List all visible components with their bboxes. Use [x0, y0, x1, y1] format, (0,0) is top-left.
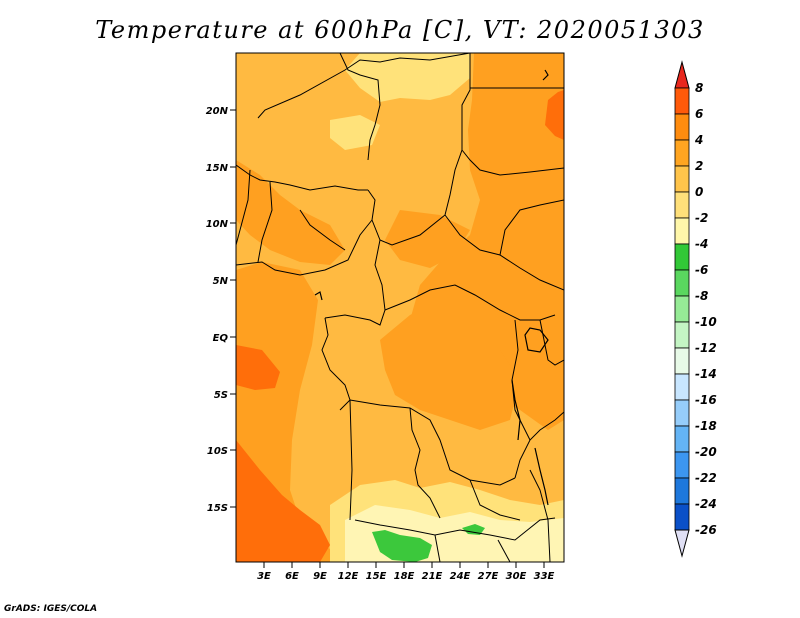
colorbar-swatch [674, 399, 690, 427]
lon-label: 27E [478, 571, 499, 582]
colorbar-swatch [674, 477, 690, 505]
lat-label: 10S [207, 446, 228, 457]
colorbar-swatch [674, 295, 690, 323]
field-hot-ne [545, 90, 564, 140]
colorbar-label: -2 [695, 211, 708, 225]
colorbar-label: -20 [695, 445, 717, 459]
colorbar-label: 4 [694, 133, 703, 147]
lon-label: 12E [338, 571, 359, 582]
temperature-field [236, 53, 564, 562]
colorbar-label: -22 [695, 471, 717, 485]
page-title: Temperature at 600hPa [C], VT: 202005130… [95, 16, 705, 44]
colorbar-label: -18 [695, 419, 717, 433]
axis-ticks [230, 109, 545, 568]
field-cool-north [345, 53, 470, 102]
colorbar-label: -16 [695, 393, 717, 407]
colorbar-swatch [674, 373, 690, 401]
field-green-zambia [462, 524, 485, 535]
colorbar-swatch [674, 321, 690, 349]
colorbar-label: -24 [695, 497, 717, 511]
lon-label: 21E [422, 571, 443, 582]
colorbar-swatch [674, 191, 690, 219]
colorbar-swatch [674, 165, 690, 193]
field-hot-sw [236, 440, 330, 562]
colorbar-bottom-arrow [674, 529, 690, 558]
lon-label: 3E [257, 571, 271, 582]
colorbar-label: 0 [695, 185, 703, 199]
colorbar-label: -12 [695, 341, 717, 355]
lat-label: 15S [207, 503, 228, 514]
field-cool-sahel [330, 115, 380, 150]
colorbar-label: 8 [695, 81, 703, 95]
grads-credit: GrADS: IGES/COLA [4, 604, 98, 614]
colorbar-label: -4 [695, 237, 708, 251]
lon-label: 18E [394, 571, 415, 582]
field-hot-w [236, 345, 280, 390]
lon-labels: 3E 6E 9E 12E 15E 18E 21E 24E 27E 30E 33E [257, 571, 554, 582]
map-frame [235, 52, 565, 563]
colorbar-label: -14 [695, 367, 717, 381]
field-warm-nw [236, 160, 345, 265]
lon-label: 9E [313, 571, 327, 582]
colorbar-swatch [674, 451, 690, 479]
lat-label: EQ [213, 333, 229, 344]
colorbar-swatch [674, 87, 690, 115]
colorbar: 8 6 4 2 0 -2 -4 -6 -8 -10 -12 -14 -16 -18 -20 -22 -24 -26 [674, 60, 717, 558]
colorbar-swatch [674, 243, 690, 271]
colorbar-swatch [674, 269, 690, 297]
colorbar-label: -26 [695, 523, 717, 537]
colorbar-swatch [674, 347, 690, 375]
colorbar-swatch [674, 113, 690, 141]
colorbar-swatch [674, 217, 690, 245]
lat-label: 5N [213, 276, 229, 287]
country-borders [236, 53, 564, 562]
lakes [314, 69, 549, 506]
lon-label: 15E [366, 571, 387, 582]
colorbar-label: -6 [695, 263, 708, 277]
lon-label: 6E [285, 571, 299, 582]
lat-label: 10N [206, 219, 229, 230]
lat-label: 15N [206, 163, 229, 174]
colorbar-label: -8 [695, 289, 708, 303]
lon-label: 30E [506, 571, 527, 582]
lat-labels: 20N 15N 10N 5N EQ 5S 10S 15S [206, 106, 229, 514]
lat-label: 5S [214, 390, 228, 401]
field-warm-central [380, 300, 520, 430]
colorbar-top-arrow [674, 60, 690, 89]
colorbar-swatch [674, 503, 690, 531]
lon-label: 24E [450, 571, 471, 582]
colorbar-swatch [674, 139, 690, 167]
field-warm-chad [385, 210, 470, 268]
field-green-botswana [372, 530, 432, 562]
colorbar-label: 6 [695, 107, 703, 121]
colorbar-label: -10 [695, 315, 717, 329]
colorbar-label: 2 [695, 159, 703, 173]
colorbar-swatch [674, 425, 690, 453]
lat-label: 20N [206, 106, 229, 117]
lon-label: 33E [534, 571, 555, 582]
